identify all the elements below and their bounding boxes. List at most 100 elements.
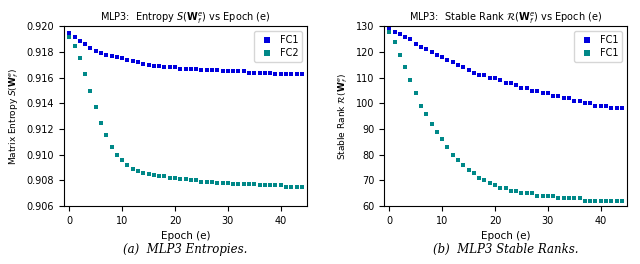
FC1 [385, 30, 393, 33]
FC1 [417, 104, 425, 107]
FC1 [224, 70, 232, 73]
FC1 [476, 176, 483, 179]
Text: (a)  MLP3 Entropies.: (a) MLP3 Entropies. [124, 243, 248, 256]
FC1 [476, 74, 483, 77]
FC2 [129, 167, 136, 170]
FC2 [92, 106, 100, 109]
FC2 [86, 89, 94, 92]
FC1 [539, 92, 547, 95]
FC1 [438, 138, 446, 141]
FC1 [219, 70, 227, 73]
FC2 [193, 179, 200, 182]
FC1 [412, 92, 420, 95]
FC1 [428, 50, 435, 54]
FC1 [528, 191, 536, 195]
FC1 [177, 67, 184, 70]
FC1 [576, 197, 584, 200]
FC1 [470, 171, 477, 174]
FC1 [97, 52, 105, 55]
Y-axis label: Stable Rank $\mathcal{R}(\mathbf{W}_f^e)$: Stable Rank $\mathcal{R}(\mathbf{W}_f^e)… [337, 73, 350, 160]
FC2 [203, 180, 211, 183]
FC2 [219, 181, 227, 185]
FC1 [449, 153, 456, 156]
FC2 [65, 35, 73, 38]
FC2 [208, 180, 216, 183]
FC1 [256, 71, 264, 74]
FC1 [166, 66, 173, 69]
FC1 [145, 63, 152, 67]
FC1 [385, 27, 393, 31]
FC2 [229, 182, 237, 186]
X-axis label: Epoch (e): Epoch (e) [161, 231, 211, 241]
Line: FC1: FC1 [388, 30, 623, 202]
FC1 [465, 168, 472, 172]
FC2 [271, 184, 279, 187]
FC1 [534, 89, 541, 92]
FC1 [65, 31, 73, 34]
FC2 [282, 185, 290, 188]
FC1 [161, 66, 168, 69]
FC1 [401, 66, 409, 69]
FC1 [198, 68, 205, 72]
FC2 [224, 181, 232, 185]
FC1 [581, 199, 589, 202]
FC1 [245, 71, 253, 74]
Line: FC1: FC1 [68, 31, 303, 76]
FC2 [182, 177, 189, 181]
FC1 [113, 56, 121, 59]
FC1 [560, 97, 568, 100]
FC2 [261, 184, 269, 187]
FC1 [250, 71, 258, 74]
FC1 [513, 189, 520, 192]
FC1 [171, 66, 179, 69]
FC1 [182, 67, 189, 70]
FC1 [497, 79, 504, 82]
FC1 [86, 47, 94, 50]
FC1 [507, 189, 515, 192]
FC1 [396, 32, 404, 36]
FC2 [166, 176, 173, 179]
FC1 [486, 181, 493, 185]
FC1 [549, 194, 557, 197]
FC2 [256, 184, 264, 187]
Legend: FC1, FC2: FC1, FC2 [253, 31, 302, 62]
FC1 [470, 71, 477, 74]
Line: FC1: FC1 [388, 27, 623, 110]
FC1 [612, 199, 620, 202]
FC1 [282, 72, 290, 76]
FC1 [240, 70, 248, 73]
FC2 [124, 163, 131, 167]
FC1 [391, 30, 399, 33]
FC1 [591, 199, 599, 202]
FC1 [417, 45, 425, 49]
FC1 [586, 102, 594, 105]
FC1 [271, 72, 279, 76]
FC1 [287, 72, 295, 76]
FC1 [491, 184, 499, 187]
FC2 [235, 182, 243, 186]
Title: MLP3:  Entropy $S(\mathbf{W}_f^e)$ vs Epoch (e): MLP3: Entropy $S(\mathbf{W}_f^e)$ vs Epo… [100, 11, 271, 26]
FC1 [150, 65, 157, 68]
FC1 [465, 68, 472, 72]
FC1 [454, 63, 462, 67]
Title: MLP3:  Stable Rank $\mathcal{R}(\mathbf{W}_f^e)$ vs Epoch (e): MLP3: Stable Rank $\mathcal{R}(\mathbf{W… [409, 11, 602, 26]
FC1 [277, 72, 285, 76]
FC2 [150, 173, 157, 177]
FC1 [266, 71, 274, 74]
FC1 [422, 112, 430, 115]
FC2 [81, 72, 89, 76]
FC1 [229, 70, 237, 73]
FC1 [581, 102, 589, 105]
FC1 [602, 199, 610, 202]
FC1 [396, 53, 404, 56]
FC1 [76, 39, 84, 42]
FC1 [444, 58, 451, 61]
FC1 [412, 43, 420, 46]
FC1 [518, 191, 525, 195]
FC2 [240, 182, 248, 186]
FC1 [518, 86, 525, 89]
FC2 [108, 145, 115, 149]
FC2 [161, 175, 168, 178]
FC1 [586, 199, 594, 202]
FC2 [177, 177, 184, 181]
